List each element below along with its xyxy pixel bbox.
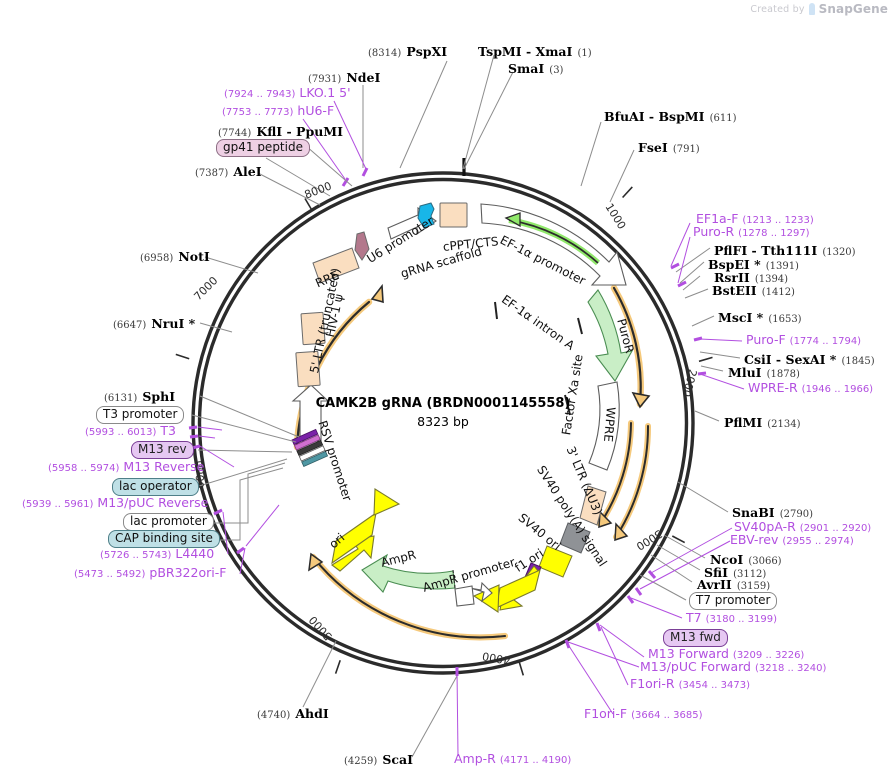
enzyme-label-ndei[interactable]: (7931) NdeI — [308, 70, 381, 85]
enzyme-label-nrui[interactable]: (6647) NruI * — [113, 316, 196, 331]
feature-ori — [331, 535, 375, 572]
enzyme-label-tspmi-xmai[interactable]: TspMI - XmaI (1) — [478, 44, 592, 59]
primer-label-lko1-5[interactable]: (7924 .. 7943) LKO.1 5' — [224, 85, 351, 100]
enzyme-label-scai[interactable]: (4259) ScaI — [344, 752, 413, 767]
feature-sv40-polya — [559, 522, 591, 554]
feature-ampr-promoter — [469, 581, 493, 603]
feature-factor-xa-tick — [564, 394, 571, 416]
primer-label-m13-puc-forward[interactable]: M13/pUC Forward (3218 .. 3240) — [640, 659, 827, 674]
feature-puror — [587, 289, 634, 382]
enzyme-label-alei[interactable]: (7387) AleI — [195, 164, 262, 179]
enzyme-label-rsrii[interactable]: RsrII (1394) — [714, 270, 789, 285]
leader-lines-primer — [197, 100, 745, 757]
enzyme-label-csii-sexai[interactable]: CsiI - SexAI * (1845) — [744, 352, 875, 367]
enzyme-label-bfuai-bspmi[interactable]: BfuAI - BspMI (611) — [604, 109, 737, 124]
enzyme-label-pflfi-tth111i[interactable]: PflFI - Tth111I (1320) — [714, 243, 856, 258]
plasmid-title-block: CAMK2B gRNA (BRDN0001145558) 8323 bp — [283, 396, 603, 429]
primer-ticks — [188, 167, 707, 676]
feature-shapes — [291, 202, 634, 614]
enzyme-label-snabi[interactable]: SnaBI (2790) — [732, 505, 813, 520]
primer-label-f1ori-f[interactable]: F1ori-F (3664 .. 3685) — [584, 706, 703, 721]
watermark-brand: SnapGene — [818, 2, 888, 16]
feature-grna-scaffold — [417, 202, 435, 229]
feature-cluster-lac — [291, 428, 329, 468]
pill-t3-promoter[interactable]: T3 promoter — [96, 406, 185, 424]
watermark-prefix: Created by — [750, 3, 805, 15]
primer-label-ebv-rev[interactable]: EBV-rev (2955 .. 2974) — [730, 532, 854, 547]
primer-label-f1ori-r[interactable]: F1ori-R (3454 .. 3473) — [630, 676, 751, 691]
plasmid-size: 8323 bp — [417, 414, 469, 429]
enzyme-label-pspxi[interactable]: (8314) PspXI — [368, 44, 448, 59]
feature-wpre — [588, 381, 620, 471]
enzyme-label-ahdi[interactable]: (4740) AhdI — [257, 706, 329, 721]
feature-rre — [312, 247, 360, 284]
primer-label-ef1a-f[interactable]: EF1a-F (1213 .. 1233) — [696, 211, 814, 226]
transcript-arcs — [293, 283, 652, 641]
plasmid-name: CAMK2B gRNA (BRDN0001145558) — [315, 396, 571, 411]
primer-label-pbr322ori-f[interactable]: (5473 .. 5492) pBR322ori-F — [74, 565, 227, 580]
feature-5ltr — [295, 350, 321, 388]
primer-label-t7[interactable]: T7 (3180 .. 3199) — [686, 610, 777, 625]
pill-lac-operator[interactable]: lac operator — [112, 478, 199, 496]
enzyme-label-noti[interactable]: (6958) NotI — [140, 249, 210, 264]
feature-3ltr — [579, 485, 607, 526]
enzyme-label-avrii[interactable]: AvrII (3159) — [697, 577, 771, 592]
enzyme-label-kfli-ppumi[interactable]: (7744) KflI - PpuMI — [218, 124, 343, 139]
primer-label-hu6-f[interactable]: (7753 .. 7773) hU6-F — [222, 103, 335, 118]
enzyme-label-smai[interactable]: SmaI (3) — [508, 61, 564, 76]
primer-label-m13-reverse[interactable]: (5958 .. 5974) M13 Reverse — [48, 459, 205, 474]
pill-t7-promoter[interactable]: T7 promoter — [689, 592, 778, 610]
feature-cppt-cts — [439, 202, 468, 228]
pill-cap-binding-site[interactable]: CAP binding site — [108, 530, 220, 548]
snapgene-watermark: Created by SnapGene — [750, 2, 888, 16]
enzyme-label-sfii[interactable]: SfiI (3112) — [704, 565, 767, 580]
enzyme-label-sphi[interactable]: (6131) SphI — [104, 389, 176, 404]
enzyme-label-bspei[interactable]: BspEI * (1391) — [708, 257, 799, 272]
plasmid-backbone — [191, 171, 695, 675]
ruler-ticks — [175, 186, 713, 676]
pill-m13-fwd[interactable]: M13 fwd — [663, 629, 728, 647]
pill-lac-promoter[interactable]: lac promoter — [123, 513, 214, 531]
primer-label-m13-puc-reverse[interactable]: (5939 .. 5961) M13/pUC Reverse — [22, 495, 209, 510]
primer-label-puro-r[interactable]: Puro-R (1278 .. 1297) — [693, 224, 810, 239]
enzyme-label-msci[interactable]: MscI * (1653) — [718, 310, 802, 325]
enzyme-label-pflmi[interactable]: PflMI (2134) — [724, 415, 801, 430]
enzyme-label-ncoi[interactable]: NcoI (3066) — [710, 552, 782, 567]
primer-label-amp-r[interactable]: Amp-R (4171 .. 4190) — [454, 751, 572, 766]
primer-label-puro-f[interactable]: Puro-F (1774 .. 1794) — [746, 332, 862, 347]
primer-label-sv40pa-r[interactable]: SV40pA-R (2901 .. 2920) — [734, 519, 872, 534]
enzyme-label-bsteii[interactable]: BstEII (1412) — [712, 283, 795, 298]
enzyme-label-mlui[interactable]: MluI (1878) — [728, 365, 800, 380]
feature-hiv1-psi — [300, 311, 326, 346]
primer-label-l4440[interactable]: (5726 .. 5743) L4440 — [100, 546, 215, 561]
enzyme-label-fsei[interactable]: FseI (791) — [638, 140, 700, 155]
primer-label-wpre-r[interactable]: WPRE-R (1946 .. 1966) — [748, 380, 874, 395]
snapgene-logo-icon — [808, 3, 815, 15]
feature-ampr — [361, 553, 456, 593]
primer-label-t3[interactable]: (5993 .. 6013) T3 — [85, 423, 176, 438]
pill-m13-rev[interactable]: M13 rev — [131, 441, 194, 459]
primer-label-m13-forward[interactable]: M13 Forward (3209 .. 3226) — [648, 646, 805, 661]
pill-gp41-peptide[interactable]: gp41 peptide — [216, 139, 310, 157]
feature-mauve — [354, 231, 370, 261]
leader-lines-enzyme — [191, 54, 741, 758]
feature-sv40-ori — [538, 545, 573, 578]
